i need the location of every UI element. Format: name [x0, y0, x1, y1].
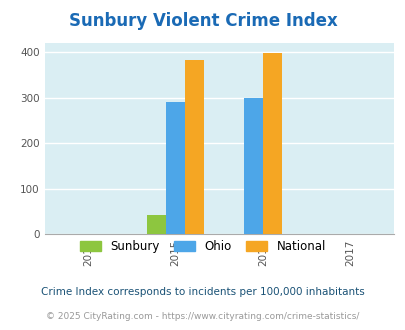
Text: Sunbury Violent Crime Index: Sunbury Violent Crime Index — [68, 13, 337, 30]
Bar — [262, 53, 281, 234]
Bar — [185, 60, 204, 234]
Legend: Sunbury, Ohio, National: Sunbury, Ohio, National — [75, 236, 330, 258]
Bar — [243, 98, 262, 234]
Text: © 2025 CityRating.com - https://www.cityrating.com/crime-statistics/: © 2025 CityRating.com - https://www.city… — [46, 312, 359, 321]
Bar — [166, 102, 185, 234]
Text: Crime Index corresponds to incidents per 100,000 inhabitants: Crime Index corresponds to incidents per… — [41, 287, 364, 297]
Bar — [147, 215, 166, 234]
